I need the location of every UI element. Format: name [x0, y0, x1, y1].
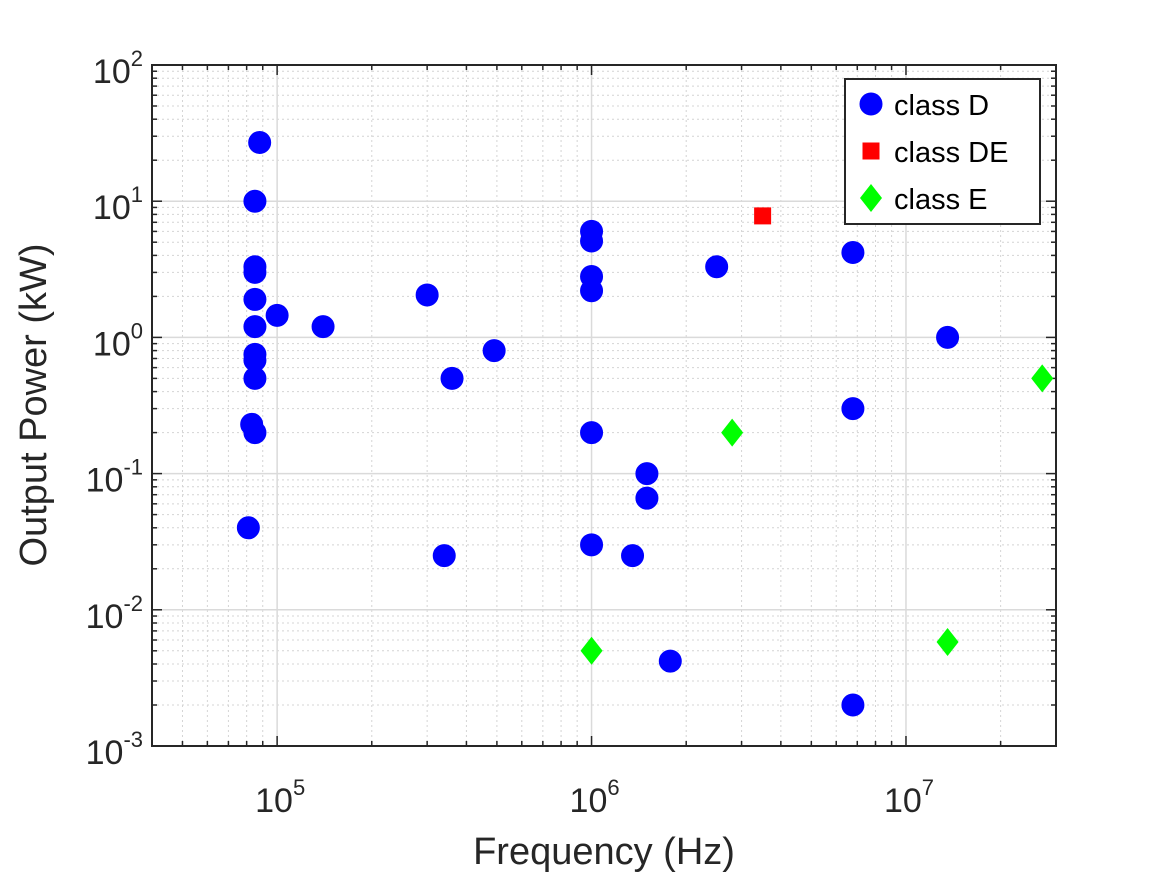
data-point-class-e	[721, 418, 744, 447]
data-point-class-d	[580, 421, 604, 445]
x-axis-title: Frequency (Hz)	[473, 831, 735, 873]
data-point-class-d	[841, 241, 865, 265]
data-point-class-d	[265, 303, 289, 327]
data-point-class-d	[243, 315, 267, 339]
x-tick-labels: 105 106 107	[255, 775, 934, 820]
plot-frame	[151, 64, 1057, 747]
legend-marker-class-e	[860, 184, 882, 212]
data-point-class-d	[705, 255, 729, 279]
legend: class D class DE class E	[844, 78, 1041, 225]
data-point-class-e	[1031, 364, 1054, 393]
x-tick-label: 105	[255, 775, 305, 820]
data-point-class-d	[841, 397, 865, 421]
data-point-class-e	[936, 628, 959, 657]
data-point-class-d	[621, 544, 645, 568]
data-point-class-d	[243, 287, 267, 311]
data-point-class-d	[580, 229, 604, 253]
legend-label-class-e: class E	[894, 184, 987, 216]
data-point-class-d	[311, 315, 335, 339]
data-point-class-d	[580, 279, 604, 303]
data-point-class-d	[243, 189, 267, 213]
data-point-class-d	[580, 533, 604, 557]
data-point-class-d	[635, 486, 659, 510]
data-point-class-d	[243, 421, 267, 445]
x-tick-label: 107	[884, 775, 934, 820]
legend-markers	[859, 92, 883, 212]
y-tick-label: 101	[93, 182, 143, 227]
data-point-class-d	[440, 366, 464, 390]
y-tick-label: 100	[93, 318, 143, 363]
data-point-class-d	[415, 283, 439, 307]
data-point-class-de	[754, 207, 772, 225]
y-tick-label: 102	[93, 46, 143, 91]
data-point-class-d	[841, 693, 865, 717]
legend-marker-class-d	[859, 92, 883, 116]
data-point-class-d	[236, 516, 260, 540]
y-tick-label: 10-1	[86, 455, 143, 500]
minor-grid	[151, 65, 1057, 746]
data-point-class-d	[432, 544, 456, 568]
y-tick-label: 10-2	[86, 591, 143, 636]
data-point-class-d	[482, 339, 506, 363]
data-point-class-d	[243, 366, 267, 390]
data-point-class-d	[243, 260, 267, 284]
data-point-class-d	[658, 649, 682, 673]
y-axis-title: Output Power (kW)	[13, 243, 55, 566]
data-point-class-d	[635, 462, 659, 486]
data-markers	[236, 130, 1054, 717]
data-point-class-d	[936, 325, 960, 349]
data-point-class-e	[580, 636, 603, 665]
legend-label-class-d: class D	[894, 90, 989, 122]
legend-marker-class-de	[862, 142, 880, 160]
data-point-class-d	[248, 130, 272, 154]
x-tick-label: 106	[570, 775, 620, 820]
y-tick-label: 10-3	[86, 727, 143, 772]
y-tick-labels: 10-3 10-2 10-1 100 101 102	[86, 46, 143, 772]
legend-label-class-de: class DE	[894, 137, 1008, 169]
